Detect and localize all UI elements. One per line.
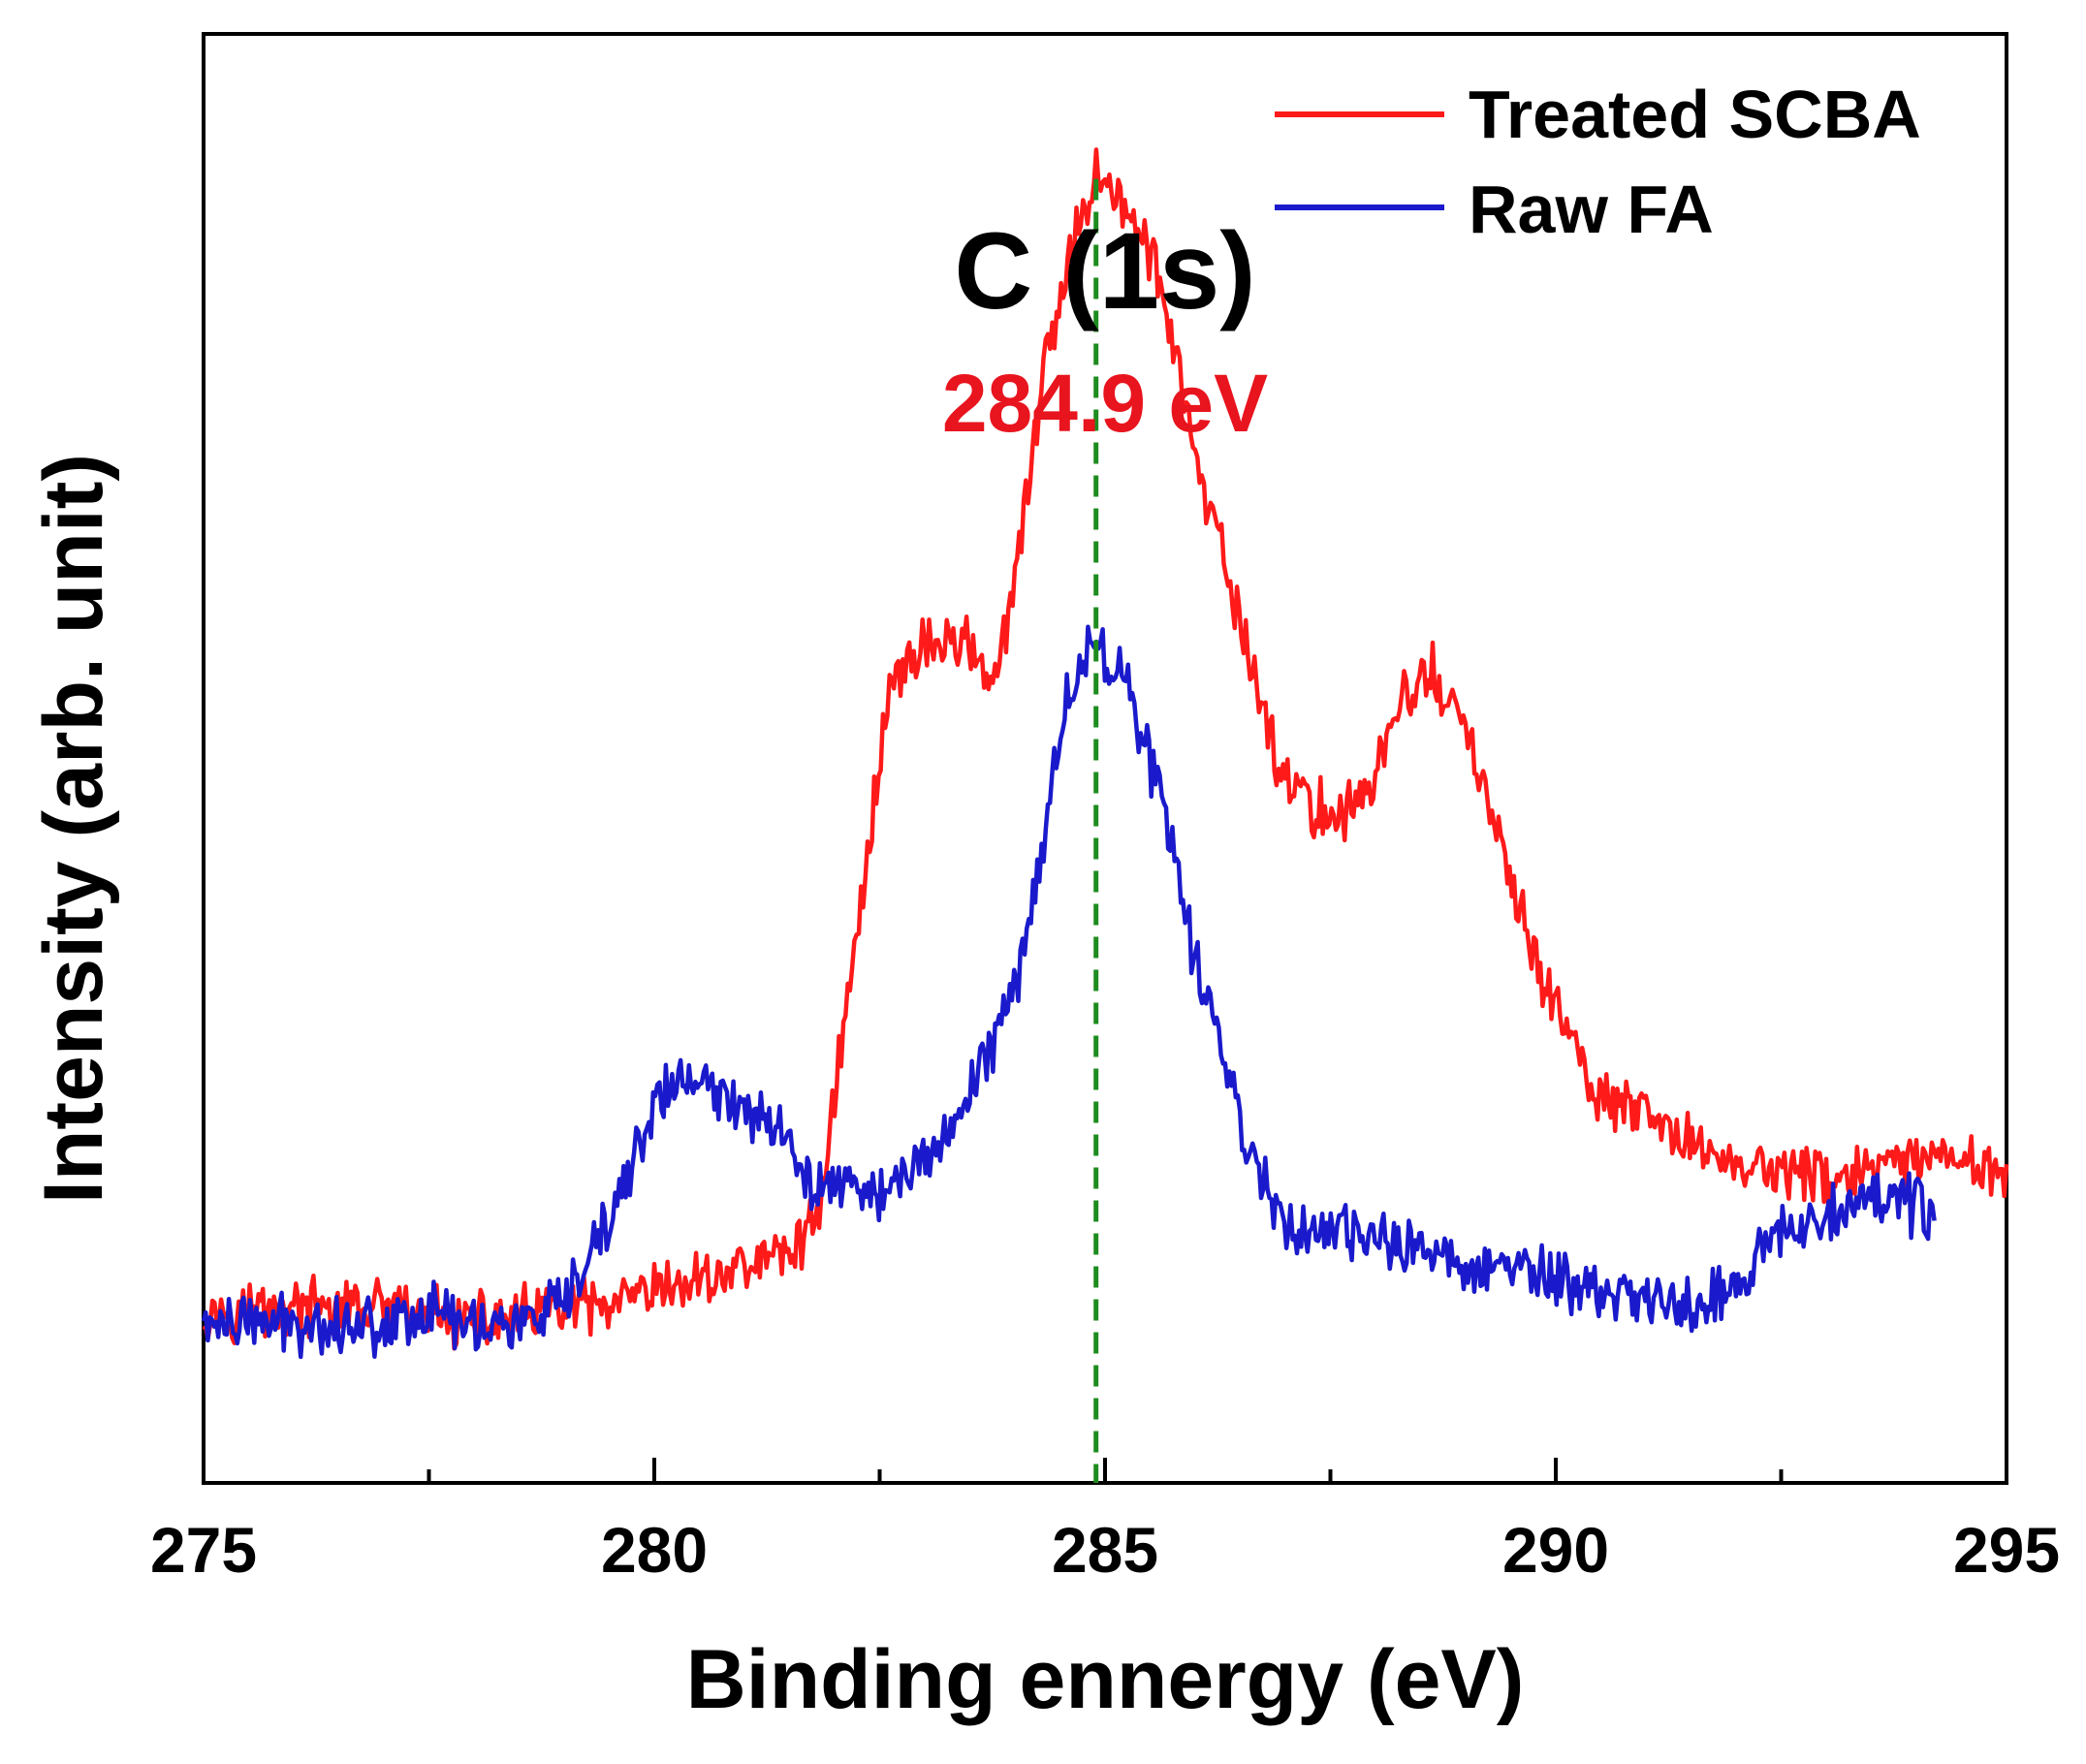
series-layer — [201, 147, 2009, 1360]
x-tick-label: 290 — [1502, 1514, 1609, 1586]
y-axis-title: Intensity (arb. unit) — [27, 454, 120, 1204]
x-tick-label: 295 — [1953, 1514, 2060, 1586]
legend-label-treated-scba: Treated SCBA — [1469, 77, 1921, 152]
element-label: C (1s) — [954, 210, 1255, 331]
series-line-raw-fa — [201, 624, 1937, 1360]
x-axis-ticks: 275 280 285 290 295 — [150, 1458, 2060, 1586]
x-tick-label: 285 — [1052, 1514, 1158, 1586]
x-tick-label: 275 — [150, 1514, 257, 1586]
legend: Treated SCBA Raw FA — [1275, 77, 1921, 247]
legend-label-raw-fa: Raw FA — [1469, 172, 1714, 247]
x-tick-label: 280 — [601, 1514, 708, 1586]
peak-energy-label: 284.9 eV — [942, 358, 1268, 449]
x-axis-title: Binding ennergy (eV) — [686, 1633, 1525, 1726]
